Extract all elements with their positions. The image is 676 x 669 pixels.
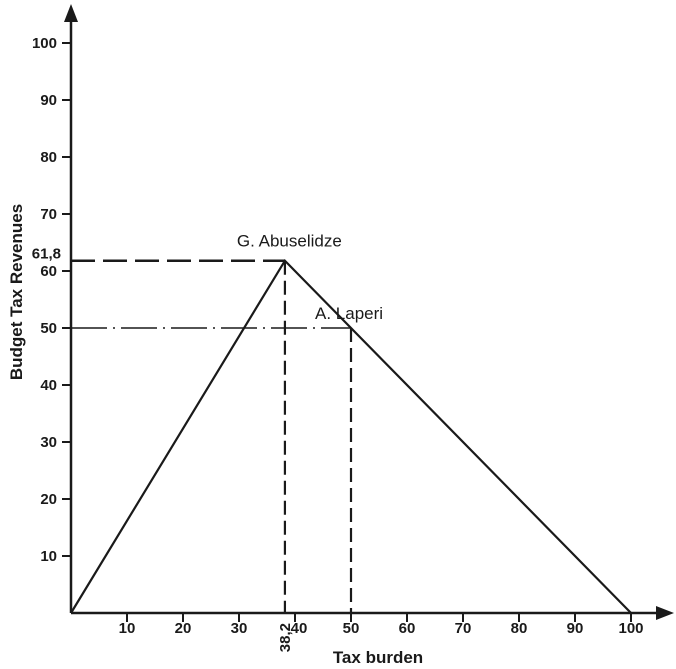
series [70, 258, 632, 614]
axis-ticks: 10 20 30 40 50 60 70 80 90 100 10 20 30 40 50 60 70 80 90 1… [32, 35, 644, 652]
y-tick-label: 20 [40, 491, 57, 508]
x-tick-label: 70 [455, 620, 472, 637]
x-tick-label: 30 [231, 620, 248, 637]
revenue-curve-line [70, 258, 632, 614]
y-special-tick-label: 61,8 [32, 246, 61, 263]
y-axis-title: Budget Tax Revenues [7, 204, 26, 380]
x-tick-label: 60 [399, 620, 416, 637]
x-tick-label: 90 [567, 620, 584, 637]
x-tick-label: 100 [618, 620, 643, 637]
reference-lines [71, 259, 353, 613]
annotation-laperi: A. Laperi [315, 304, 383, 323]
x-tick-label: 10 [119, 620, 136, 637]
x-special-tick-label: 38,2 [277, 623, 294, 652]
y-tick-label: 80 [40, 149, 57, 166]
y-axis-arrowhead [64, 4, 78, 22]
y-tick-label: 70 [40, 206, 57, 223]
y-tick-label: 100 [32, 35, 57, 52]
x-tick-label: 80 [511, 620, 528, 637]
annotations: G. Abuselidze A. Laperi [237, 232, 383, 323]
x-axis-arrowhead [656, 606, 674, 620]
annotation-abuselidze: G. Abuselidze [237, 232, 342, 251]
y-tick-label: 10 [40, 548, 57, 565]
y-tick-label: 30 [40, 434, 57, 451]
x-tick-label: 20 [175, 620, 192, 637]
x-axis-title: Tax burden [333, 648, 423, 667]
y-tick-label: 60 [40, 263, 57, 280]
x-tick-label: 40 [291, 620, 308, 637]
y-tick-label: 90 [40, 92, 57, 109]
y-tick-label: 50 [40, 320, 57, 337]
y-tick-label: 40 [40, 377, 57, 394]
x-tick-label: 50 [343, 620, 360, 637]
